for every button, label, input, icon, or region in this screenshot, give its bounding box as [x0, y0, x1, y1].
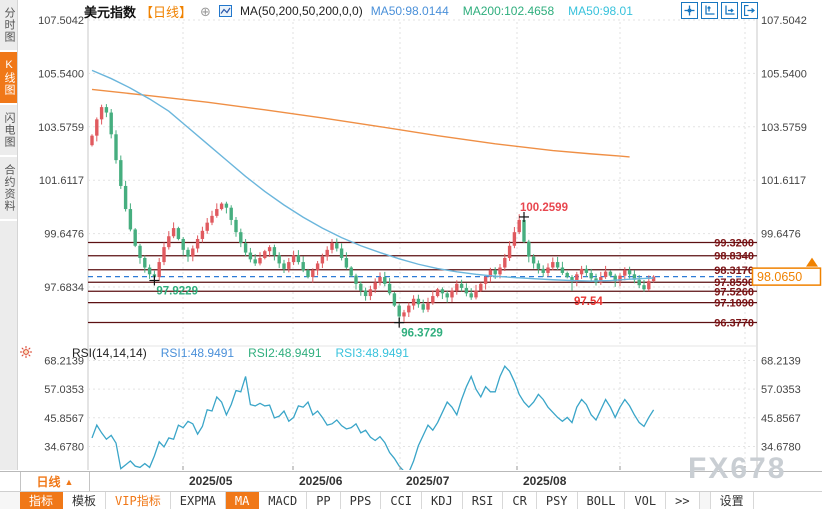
main-y-axis-label-right: 103.5759 [761, 122, 807, 134]
ma-values: MA50:98.0144 MA200:102.4658 MA50:98.01 [371, 4, 633, 18]
chevron-up-icon: ▲ [64, 476, 74, 487]
main-y-axis-label-left: 105.5400 [38, 68, 84, 80]
sidebar-item-3[interactable]: 合约资料 [0, 157, 17, 221]
rsi-y-axis-label-right: 45.8567 [761, 413, 801, 425]
extreme-price-label: 97.54 [574, 296, 603, 308]
toolbar-spacer [753, 492, 822, 509]
main-y-axis-label-left: 101.6117 [39, 175, 84, 187]
extreme-price-label: 96.3729 [401, 328, 443, 340]
price-level-label: 99.3200 [714, 238, 754, 250]
extreme-price-label: 100.2599 [520, 202, 568, 214]
ma-value-label: MA50:98.0144 [370, 4, 449, 18]
toolbar-button-8[interactable]: CCI [381, 492, 423, 509]
period-tag: 【日线】 [140, 4, 193, 20]
x-axis-row: 日线 ▲ 2025/05 2025/06 2025/07 2025/08 [0, 471, 822, 492]
toolbar-button-2[interactable]: VIP指标 [106, 492, 171, 509]
rsi-value-label: RSI1:48.9491 [160, 346, 235, 360]
ma-value-label: MA200:102.4658 [462, 4, 555, 18]
rsi-y-axis-label-left: 57.0353 [44, 384, 84, 396]
toolbar-button-6[interactable]: PP [307, 492, 341, 509]
sidebar-item-0[interactable]: 分时图 [0, 0, 17, 52]
extreme-price-label: 97.9229 [156, 285, 198, 297]
gridlines: 107.5042 107.5042 105.5400 105.5400 103.5759… [38, 15, 807, 468]
ma-value-label: MA50:98.01 [568, 4, 633, 18]
toolbar-button-1[interactable]: 模板 [63, 492, 107, 509]
toolbar-button-0[interactable]: 指标 [20, 492, 64, 509]
toolbar-button-4[interactable]: MA [225, 492, 260, 509]
axis-zoom-horizontal-icon[interactable] [721, 2, 738, 19]
toolbar-button-15[interactable]: >> [666, 492, 700, 509]
main-y-axis-label-left: 103.5759 [38, 122, 84, 134]
price-level-label: 96.3770 [714, 318, 754, 330]
price-up-arrow-icon [806, 257, 818, 267]
indicator-toolbar: 指标 模板 VIP指标 EXPMA MA MACD PP PPS CCI KDJ RSI CR PSY B… [0, 491, 822, 509]
pop-out-icon[interactable] [741, 2, 758, 19]
main-y-axis-label-left: 97.6834 [44, 282, 84, 294]
rsi-y-axis-label-right: 68.2139 [761, 356, 801, 368]
toolbar-button-10[interactable]: RSI [462, 492, 504, 509]
price-level-label: 98.3170 [714, 265, 754, 277]
main-y-axis-label-right: 107.5042 [761, 15, 807, 27]
price-level-label: 97.8590 [714, 277, 754, 289]
current-price-value: 98.0650 [757, 270, 802, 284]
toolbar-button-11[interactable]: CR [503, 492, 537, 509]
price-level-label: 97.5260 [714, 286, 754, 298]
sidebar-item-2[interactable]: 闪电图 [0, 105, 17, 157]
chart-canvas[interactable]: 107.5042 107.5042 105.5400 105.5400 103.5759… [0, 0, 822, 471]
main-y-axis-label-right: 99.6476 [761, 229, 801, 241]
main-y-axis-label-right: 101.6117 [761, 175, 806, 187]
toolbar-button-13[interactable]: BOLL [577, 492, 626, 509]
rsi-value-label: RSI2:48.9491 [248, 346, 322, 360]
ma50-line [91, 69, 654, 282]
toolbar-button-3[interactable]: EXPMA [170, 492, 226, 509]
indicator-formula[interactable]: MA(50,200,50,200,0,0) [239, 4, 363, 18]
axis-zoom-vertical-icon[interactable] [701, 2, 718, 19]
period-selector[interactable]: 日线 ▲ [20, 472, 90, 491]
toolbar-button-9[interactable]: KDJ [422, 492, 463, 509]
current-price-tag: 98.0650 [751, 257, 822, 286]
rsi-line [91, 365, 655, 470]
chart-type-sidebar: 分时图 K线图 闪电图 合约资料 [0, 0, 18, 470]
price-level-label: 97.1090 [714, 298, 754, 310]
period-selector-label: 日线 [36, 475, 61, 489]
x-axis-month-label-2: 2025/07 [406, 474, 450, 488]
rsi-formula[interactable]: RSI(14,14,14) [72, 346, 147, 360]
rsi-y-axis-label-left: 34.6780 [44, 441, 84, 453]
toolbar-button-5[interactable]: MACD [259, 492, 308, 509]
sidebar-item-1[interactable]: K线图 [0, 52, 17, 105]
candles-layer [90, 104, 656, 323]
pane-borders [87, 8, 758, 470]
mini-chart-icon [218, 5, 232, 17]
chart-tool-buttons [681, 2, 758, 19]
ma200-line [91, 88, 630, 158]
brand-watermark: FX678 [688, 452, 787, 485]
rsi-y-axis-label-right: 57.0353 [761, 384, 801, 396]
x-axis-month-label-0: 2025/05 [189, 474, 233, 488]
rsi-y-axis-label-left: 45.8567 [44, 413, 84, 425]
toolbar-button-14[interactable]: VOL [625, 492, 667, 509]
x-axis-month-label-1: 2025/06 [299, 474, 343, 488]
add-indicator-icon[interactable]: ⊕ [200, 3, 211, 19]
rsi-y-axis-label-right: 34.6780 [761, 441, 801, 453]
annotations: 100.2599 97.9229 96.3729 97.54 [149, 202, 603, 340]
x-axis-month-label-3: 2025/08 [523, 474, 567, 488]
rsi-settings-icon[interactable] [20, 346, 32, 358]
main-y-axis-label-right: 105.5400 [761, 68, 807, 80]
toolbar-button-12[interactable]: PSY [536, 492, 578, 509]
chart-header: 美元指数 【日线】 ⊕ MA(50,200,50,200,0,0) MA50:9… [84, 2, 633, 20]
rsi-value-label: RSI3:48.9491 [335, 346, 409, 360]
toolbar-button-16[interactable]: 设置 [709, 492, 754, 509]
rsi-y-axis-label-left: 68.2139 [44, 356, 84, 368]
rsi-values: RSI1:48.9491 RSI2:48.9491 RSI3:48.9491 [161, 346, 409, 360]
symbol-name: 美元指数 [84, 4, 137, 20]
pan-crosshair-icon[interactable] [681, 2, 698, 19]
price-level-label: 98.8340 [714, 251, 754, 263]
toolbar-button-7[interactable]: PPS [340, 492, 382, 509]
main-y-axis-label-left: 107.5042 [38, 15, 84, 27]
rsi-pane-header: RSI(14,14,14) RSI1:48.9491 RSI2:48.9491 RS… [20, 346, 409, 360]
main-y-axis-label-left: 99.6476 [44, 229, 84, 241]
